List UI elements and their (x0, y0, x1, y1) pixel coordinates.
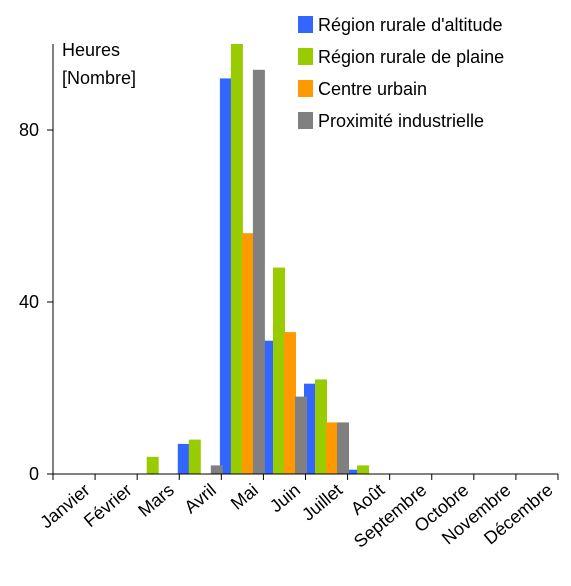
legend-label-4: Proximité industrielle (318, 111, 484, 131)
bar-août-series-2 (357, 465, 370, 474)
y-tick-label: 0 (29, 464, 39, 484)
legend-label-1: Région rurale d'altitude (318, 15, 503, 35)
x-tick-label-7: Juillet (298, 480, 346, 525)
bar-mars-series-2 (146, 456, 159, 474)
legend-swatch-4 (298, 112, 313, 129)
x-tick-label-5: Mai (227, 480, 262, 514)
bar-juin-series-2 (273, 267, 285, 474)
bar-mai-series-1 (219, 78, 232, 475)
bars-group (146, 44, 370, 475)
bar-août-series-1 (346, 469, 359, 474)
x-tick-label-2: Février (80, 480, 136, 531)
bar-juin-series-3 (284, 332, 296, 474)
bar-juillet-series-4 (337, 422, 349, 474)
y-tick-label: 80 (19, 120, 39, 140)
x-tick-label-3: Mars (134, 480, 177, 521)
legend-label-2: Région rurale de plaine (318, 47, 504, 67)
y-axis-title-line1: Heures (62, 40, 120, 60)
legend-label-3: Centre urbain (318, 79, 427, 99)
x-tick-label-4: Avril (180, 480, 219, 518)
y-tick-label: 40 (19, 292, 39, 312)
legend: Région rurale d'altitude Région rurale de… (298, 15, 504, 131)
bar-avril-series-1 (177, 443, 190, 474)
bar-mai-series-2 (230, 44, 243, 474)
legend-swatch-2 (298, 48, 313, 65)
y-axis-title-line2: [Nombre] (62, 68, 136, 88)
bar-juin-series-4 (295, 396, 307, 474)
bar-avril-series-4 (210, 465, 223, 474)
legend-swatch-3 (298, 80, 313, 97)
bar-avril-series-2 (188, 439, 201, 474)
legend-swatch-1 (298, 16, 313, 33)
bar-juillet-series-2 (315, 379, 327, 474)
bar-mai-series-4 (252, 69, 265, 475)
bar-juin-series-1 (262, 340, 274, 474)
bar-mai-series-3 (241, 233, 254, 474)
x-tick-label-1: Janvier (36, 480, 93, 533)
bar-juillet-series-3 (326, 422, 338, 474)
y-ticks: 0 40 80 (19, 120, 53, 484)
